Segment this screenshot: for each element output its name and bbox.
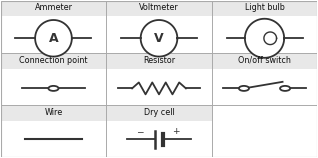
- Text: On/off switch: On/off switch: [238, 56, 291, 65]
- Text: −: −: [135, 127, 143, 136]
- Text: Connection point: Connection point: [19, 56, 88, 65]
- Bar: [1, 105, 106, 121]
- Polygon shape: [141, 20, 177, 57]
- Circle shape: [48, 86, 59, 91]
- Bar: [211, 1, 317, 16]
- Bar: [1, 53, 106, 69]
- Text: Ammeter: Ammeter: [34, 3, 73, 12]
- Circle shape: [239, 86, 249, 91]
- Text: Wire: Wire: [44, 108, 63, 117]
- Text: Resistor: Resistor: [143, 56, 175, 65]
- Circle shape: [280, 86, 290, 91]
- Bar: [211, 53, 317, 69]
- Polygon shape: [35, 20, 72, 57]
- Bar: [1, 1, 106, 16]
- Polygon shape: [245, 19, 284, 58]
- Text: Light bulb: Light bulb: [245, 3, 285, 12]
- Text: Dry cell: Dry cell: [144, 108, 174, 117]
- Text: V: V: [154, 32, 164, 45]
- Text: Voltmeter: Voltmeter: [139, 3, 179, 12]
- Bar: [106, 105, 211, 121]
- Bar: [106, 1, 211, 16]
- Text: +: +: [172, 127, 179, 136]
- Text: A: A: [49, 32, 58, 45]
- Bar: [106, 53, 211, 69]
